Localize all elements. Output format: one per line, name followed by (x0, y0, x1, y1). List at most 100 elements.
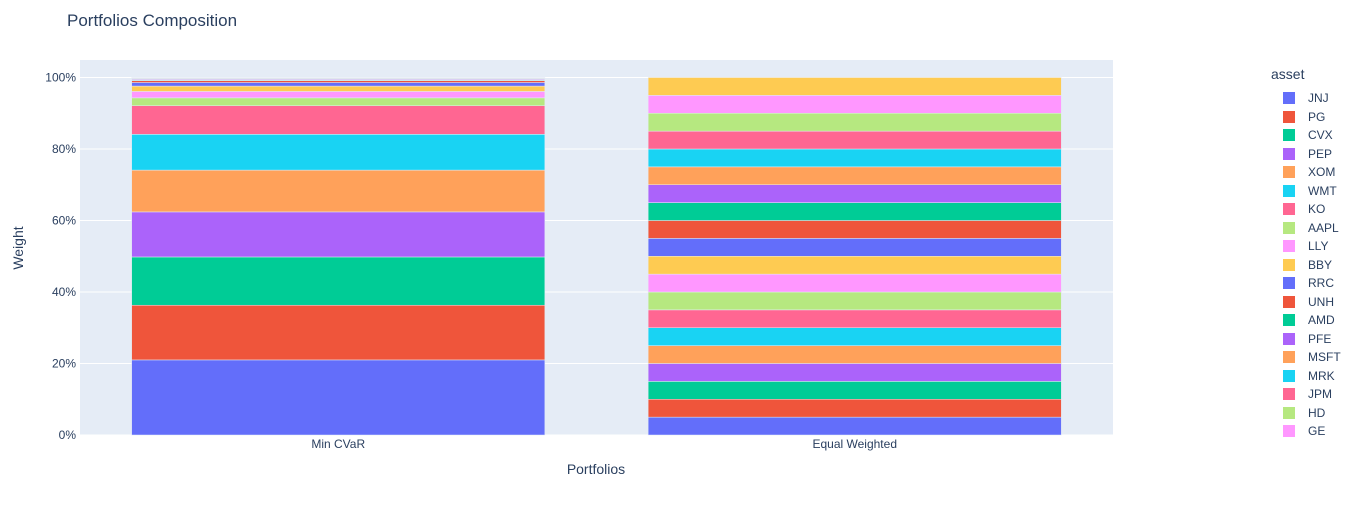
y-tick-label: 60% (52, 214, 76, 228)
legend-item[interactable]: PEP (1270, 145, 1341, 164)
legend-label: MRK (1308, 368, 1335, 383)
bar-segment-unh-0[interactable] (131, 80, 546, 83)
bar-segment-pg-0[interactable] (131, 304, 546, 361)
bar-segment-unh-1[interactable] (647, 220, 1062, 239)
legend-item[interactable]: MSFT (1270, 348, 1341, 367)
legend-item[interactable]: PG (1270, 108, 1341, 127)
legend-label: PG (1308, 109, 1326, 124)
legend-item[interactable]: AMD (1270, 311, 1341, 330)
legend-swatch (1283, 129, 1295, 142)
y-axis-ticks: 0% 20% 40% 60% 80% 100% (45, 71, 76, 443)
x-tick-label: Min CVaR (311, 437, 365, 451)
bar-segment-lly-0[interactable] (131, 91, 546, 99)
legend-label: LLY (1308, 239, 1329, 254)
legend-item[interactable]: BBY (1270, 256, 1341, 275)
legend-item[interactable]: CVX (1270, 126, 1341, 145)
legend-swatch (1283, 314, 1295, 327)
bar-segment-pep-1[interactable] (647, 363, 1062, 382)
legend-label: GE (1308, 424, 1326, 439)
y-tick-label: 0% (59, 428, 77, 442)
legend-label: UNH (1308, 294, 1334, 309)
legend-item[interactable]: KO (1270, 200, 1341, 219)
y-tick-label: 100% (45, 71, 76, 85)
y-tick-label: 80% (52, 142, 76, 156)
bar-segment-bby-1[interactable] (647, 256, 1062, 275)
legend-label: BBY (1308, 257, 1333, 272)
bar-segment-hd-1[interactable] (647, 113, 1062, 132)
legend-item[interactable]: AAPL (1270, 219, 1341, 238)
legend-label: WMT (1308, 183, 1337, 198)
legend-swatch (1283, 184, 1295, 197)
bar-segment-rrc-0[interactable] (131, 82, 546, 87)
bar-segment-ko-1[interactable] (647, 309, 1062, 328)
legend-title: asset (1271, 66, 1305, 82)
legend-swatch (1283, 258, 1295, 271)
bar-segment-jnj-1[interactable] (647, 416, 1062, 436)
legend-swatch (1283, 166, 1295, 179)
legend-item[interactable]: XOM (1270, 163, 1341, 182)
bar-segment-rrc-1[interactable] (647, 238, 1062, 257)
bar-segment-pfe-1[interactable] (647, 184, 1062, 203)
bar-segment-xom-0[interactable] (131, 169, 546, 213)
bar-segment-pep-0[interactable] (131, 211, 546, 258)
legend-item[interactable]: JNJ (1270, 89, 1341, 108)
y-tick-label: 40% (52, 285, 76, 299)
bar-segment-aapl-0[interactable] (131, 97, 546, 106)
bar-segment-xom-1[interactable] (647, 345, 1062, 364)
bar-stack-layer (131, 77, 1062, 436)
legend-swatch (1283, 332, 1295, 345)
legend-label: CVX (1308, 128, 1333, 143)
bar-segment-ko-0[interactable] (131, 105, 546, 135)
bar-segment-wmt-0[interactable] (131, 134, 546, 171)
y-tick-label: 20% (52, 357, 76, 371)
legend-swatch (1283, 406, 1295, 419)
x-axis-ticks: Min CVaR Equal Weighted (311, 437, 897, 451)
legend-item[interactable]: MRK (1270, 367, 1341, 386)
legend-swatch (1283, 277, 1295, 290)
legend-item[interactable]: UNH (1270, 293, 1341, 312)
legend-swatch (1283, 369, 1295, 382)
bar-segment-amd-1[interactable] (647, 202, 1062, 221)
bar-segment-bby-0[interactable] (131, 85, 546, 92)
bar-segment-cvx-0[interactable] (131, 256, 546, 306)
legend-label: AAPL (1308, 220, 1339, 235)
legend-item[interactable]: WMT (1270, 182, 1341, 201)
bar-segment-jnj-0[interactable] (131, 359, 546, 436)
bar-segment-ge-1[interactable] (647, 95, 1062, 114)
legend-swatch (1283, 295, 1295, 308)
chart-title: Portfolios Composition (67, 11, 238, 30)
bar-segment-aapl-1[interactable] (647, 291, 1062, 311)
legend-swatch (1283, 147, 1295, 160)
legend-item[interactable]: JPM (1270, 385, 1341, 404)
legend-label: AMD (1308, 313, 1335, 328)
legend-item[interactable]: LLY (1270, 237, 1341, 256)
legend-swatch (1283, 351, 1295, 364)
legend-swatch (1283, 203, 1295, 216)
bar-segment-mrk-1[interactable] (647, 148, 1062, 168)
bar-segment-lly-1[interactable] (647, 273, 1062, 293)
legend-swatch (1283, 92, 1295, 105)
legend-label: XOM (1308, 165, 1336, 180)
bar-segment-wmt-1[interactable] (647, 327, 1062, 346)
legend-swatch (1283, 221, 1295, 234)
legend-item[interactable]: GE (1270, 422, 1341, 441)
bar-segment-pg-1[interactable] (647, 399, 1062, 418)
bar-segment-msft-1[interactable] (647, 166, 1062, 185)
legend-swatch (1283, 240, 1295, 253)
legend-label: RRC (1308, 276, 1334, 291)
bar-segment-cvx-1[interactable] (647, 381, 1062, 400)
legend-label: HD (1308, 405, 1326, 420)
legend-swatch (1283, 388, 1295, 401)
x-tick-label: Equal Weighted (812, 437, 897, 451)
bar-segment-jpm-1[interactable] (647, 130, 1062, 150)
y-axis-title: Weight (10, 226, 26, 269)
bar-segment-unnamed-1[interactable] (647, 77, 1062, 96)
legend-label: JNJ (1308, 91, 1329, 106)
legend-item[interactable]: RRC (1270, 274, 1341, 293)
legend-item[interactable]: PFE (1270, 330, 1341, 349)
legend-item[interactable]: HD (1270, 404, 1341, 423)
legend-label: JPM (1308, 387, 1332, 402)
x-axis-title: Portfolios (567, 461, 625, 477)
legend-items: JNJ PG CVX PEP XOM WMT KO AAPL LLY BBY RRC UNH AMD PF… (1270, 89, 1341, 441)
